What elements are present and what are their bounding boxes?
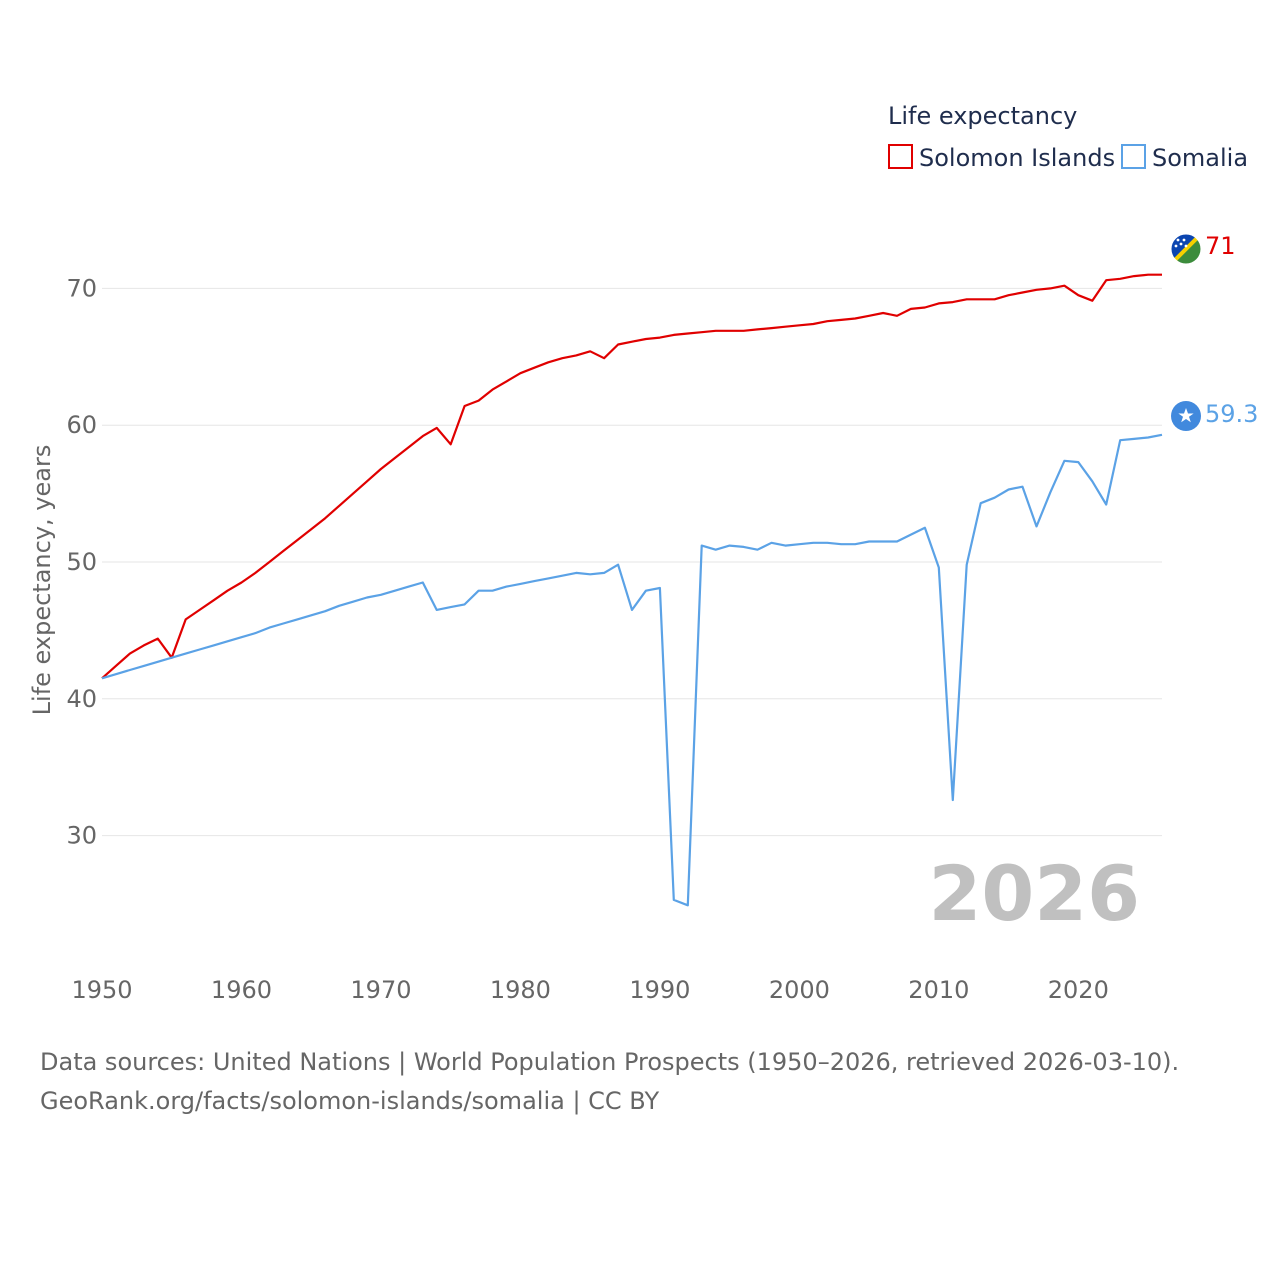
y-tick-label-70: 70 [66,274,97,302]
x-tick-label-2000: 2000 [769,976,830,1004]
x-axis-ticks: 1950 1960 1970 1980 1990 2000 2010 2020 [71,976,1108,1004]
legend: Life expectancy Solomon Islands Somalia [888,102,1248,172]
end-label-solomon-islands: 71 [1205,232,1236,260]
x-tick-label-2020: 2020 [1048,976,1109,1004]
series-line-somalia[interactable] [101,433,1163,907]
gridlines [102,287,1162,837]
legend-swatch-solomon-islands [888,144,913,169]
solomon-islands-flag-icon [1170,233,1202,265]
source-line-1: Data sources: United Nations | World Pop… [40,1048,1180,1076]
somalia-flag-icon [1171,401,1201,431]
legend-item-somalia[interactable]: Somalia [1121,144,1248,172]
source-note: Data sources: United Nations | World Pop… [40,1043,1179,1121]
series-line-solomon-islands[interactable] [101,273,1162,680]
x-tick-label-1990: 1990 [629,976,690,1004]
end-label-somalia: 59.3 [1205,400,1258,428]
x-tick-label-1980: 1980 [490,976,551,1004]
y-axis-title: Life expectancy, years [28,445,56,716]
y-tick-label-60: 60 [66,411,97,439]
y-tick-label-40: 40 [66,685,97,713]
x-tick-label-1950: 1950 [71,976,132,1004]
y-tick-label-50: 50 [66,548,97,576]
source-line-2[interactable]: GeoRank.org/facts/solomon-islands/somali… [40,1087,660,1115]
legend-item-solomon-islands[interactable]: Solomon Islands [888,144,1115,172]
legend-title: Life expectancy [888,102,1077,130]
legend-label-somalia: Somalia [1152,144,1248,172]
current-year-watermark: 2026 [928,849,1140,938]
life-expectancy-chart: 30 40 50 60 70 1950 1960 1970 1980 1990 2000 2010 2… [28,102,1258,1004]
y-axis-ticks: 30 40 50 60 70 [66,274,97,849]
x-tick-label-1970: 1970 [350,976,411,1004]
y-tick-label-30: 30 [66,822,97,850]
x-tick-label-2010: 2010 [908,976,969,1004]
series-lines [101,273,1163,907]
legend-swatch-somalia [1121,144,1146,169]
star-icon [1178,408,1194,423]
legend-label-solomon-islands: Solomon Islands [919,144,1115,172]
x-tick-label-1960: 1960 [211,976,272,1004]
